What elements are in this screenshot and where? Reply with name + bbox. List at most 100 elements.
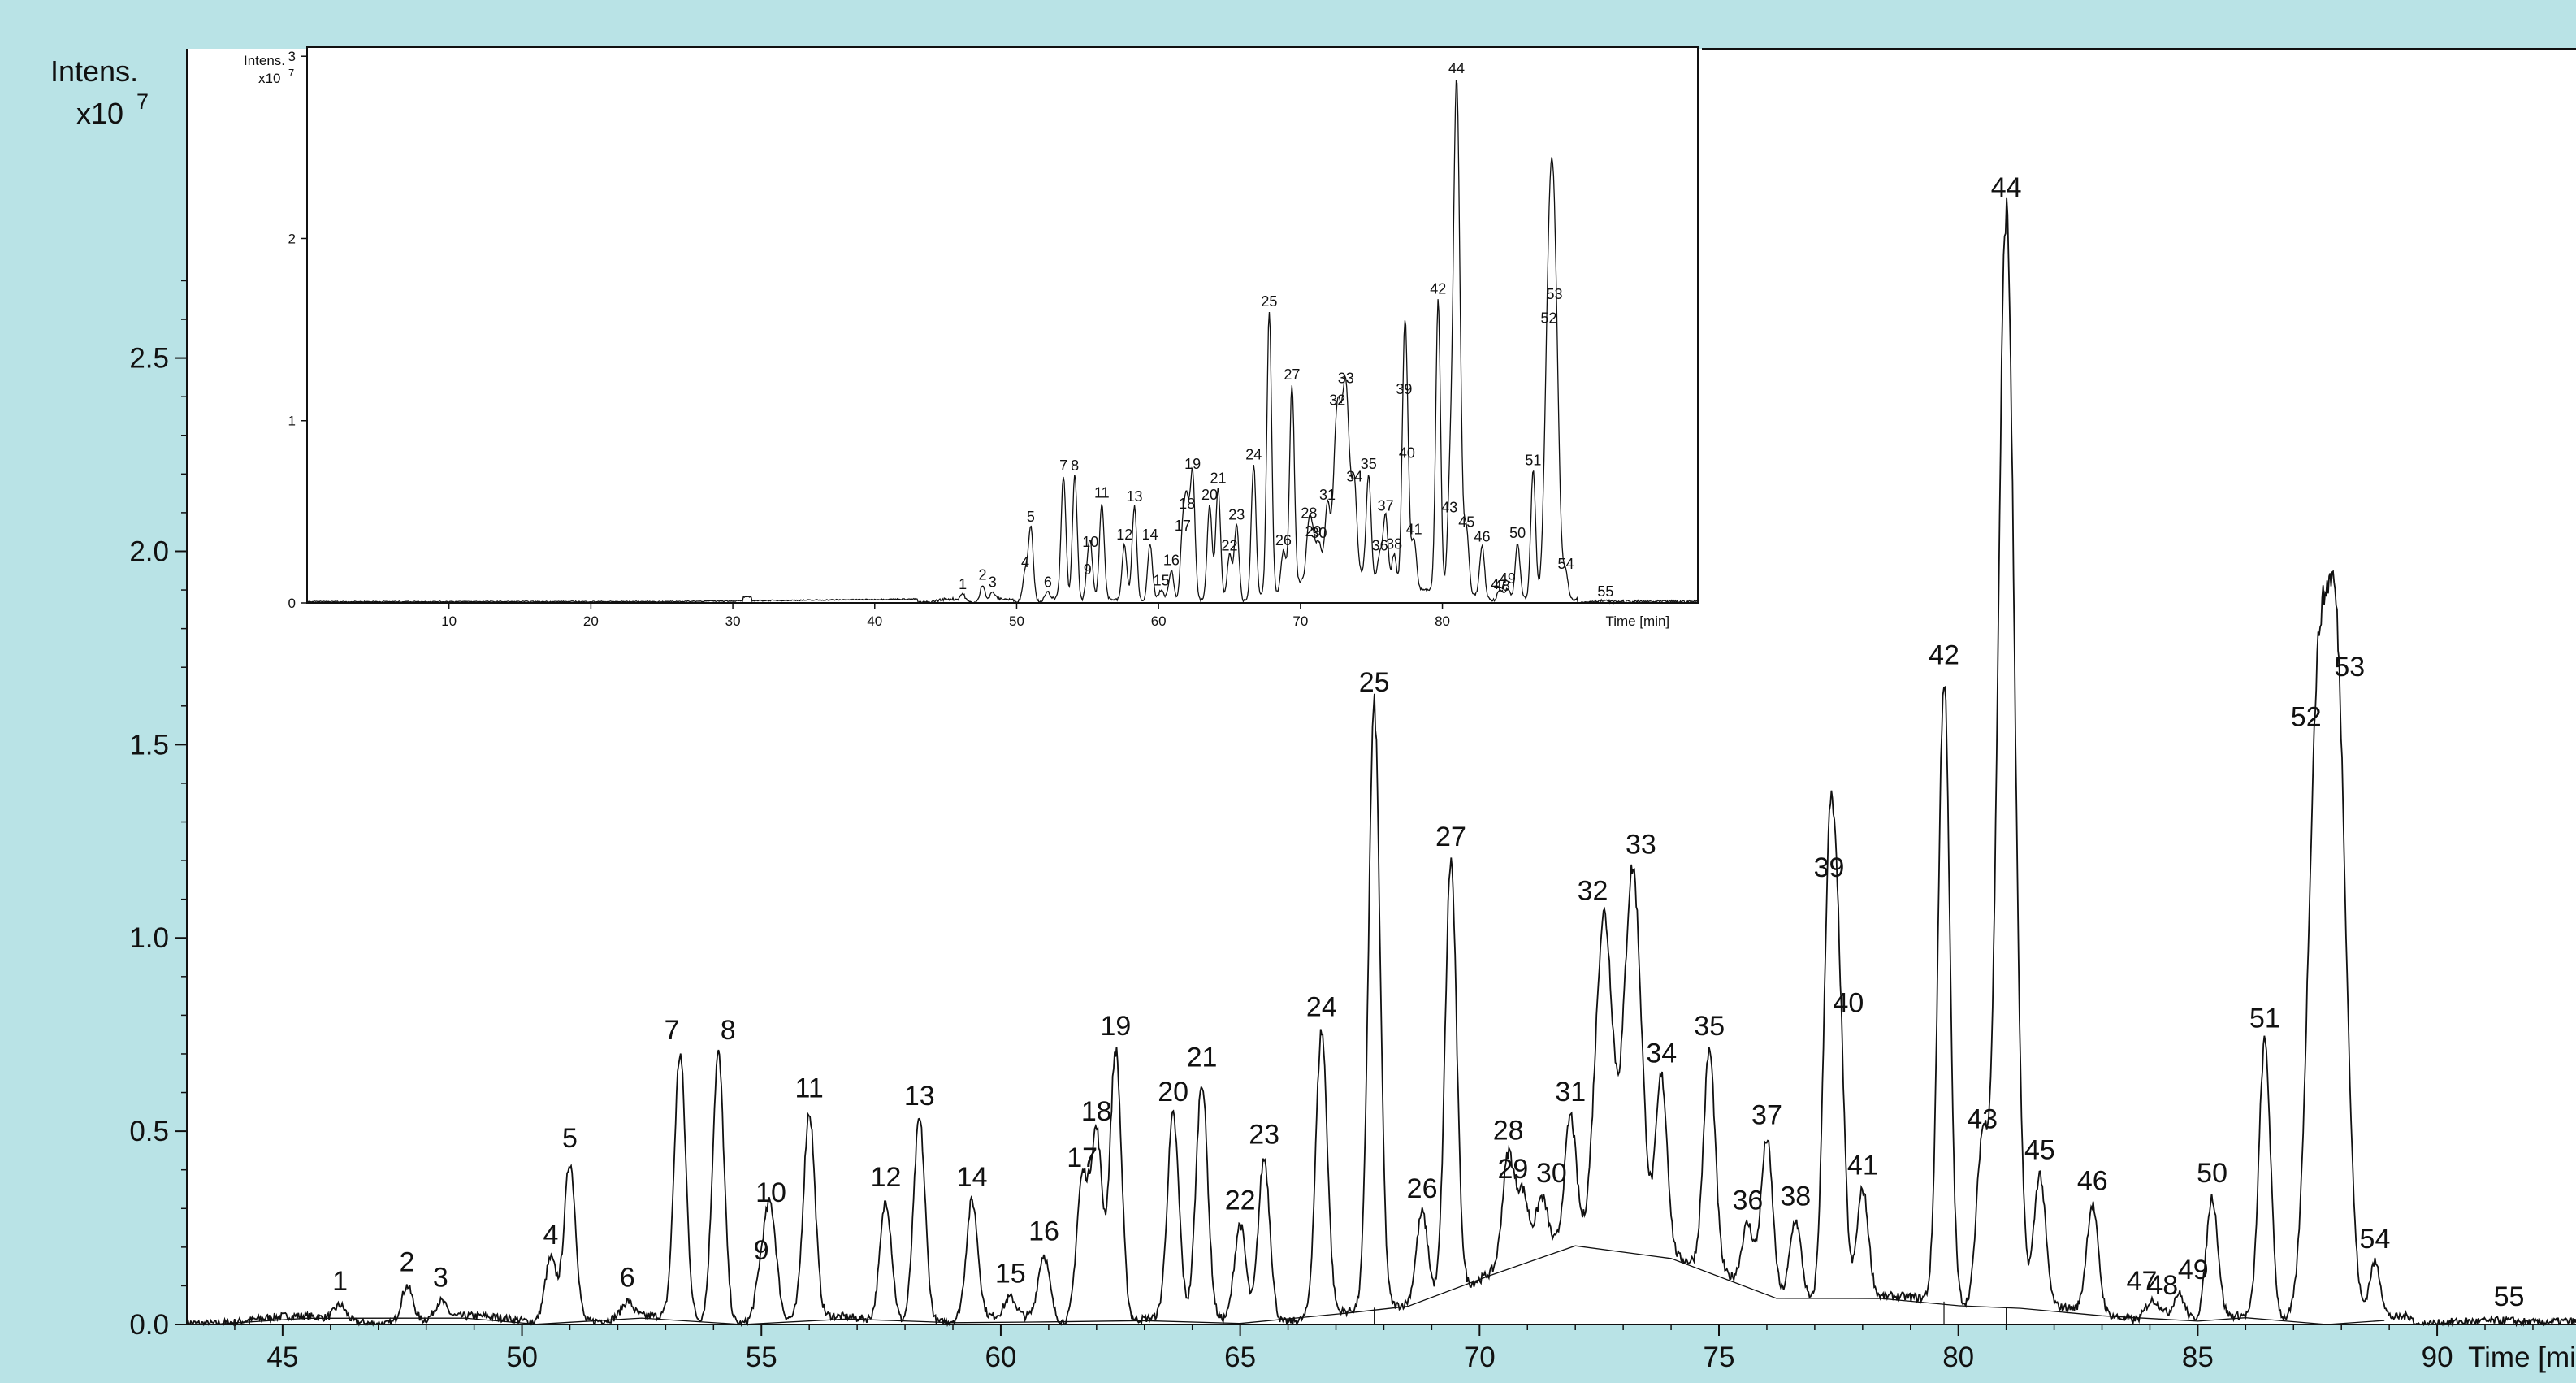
inset-peak-label: 4 [1021,554,1029,570]
peak-label: 38 [1780,1181,1811,1212]
inset-peak-label: 32 [1329,392,1345,408]
inset-peak-label: 6 [1044,574,1052,591]
peak-label: 4 [543,1220,558,1251]
inset-x-tick-label: 80 [1435,613,1450,629]
inset-peak-label: 10 [1082,534,1098,550]
y-tick-label: 1.5 [129,729,169,761]
peak-label: 47 [2127,1266,2158,1297]
inset-x-tick-label: 60 [1151,613,1167,629]
peak-label: 5 [562,1123,578,1154]
x-tick-label: 85 [2182,1342,2214,1373]
peak-label: 21 [1187,1042,1218,1073]
inset-y-tick-label: 2 [288,231,296,246]
peak-label: 12 [871,1162,902,1193]
x-tick-label: 75 [1704,1342,1735,1373]
peak-label: 24 [1306,991,1337,1022]
inset-peak-label: 15 [1154,572,1170,588]
x-tick-label: 45 [266,1342,298,1373]
peak-label: 7 [665,1015,680,1046]
inset-peak-label: 48 [1494,578,1510,594]
peak-label: 11 [795,1073,824,1103]
inset-peak-label: 3 [989,574,997,591]
peak-label: 53 [2334,652,2365,683]
peak-label: 13 [904,1081,935,1112]
inset-peak-label: 19 [1184,456,1201,472]
inset-peak-label: 16 [1163,553,1180,569]
inset-peak-label: 25 [1261,293,1277,310]
peak-label: 46 [2077,1166,2108,1197]
inset-x-axis-title: Time [min] [1605,613,1669,629]
peak-label: 44 [1991,172,2022,203]
inset-peak-label: 22 [1221,538,1237,554]
inset-y-axis-title: Intens. [244,53,285,68]
peak-label: 54 [2360,1224,2391,1255]
y-tick-label: 2.0 [129,535,169,567]
inset-peak-label: 39 [1396,381,1412,397]
peak-label: 8 [721,1015,736,1046]
inset-peak-label: 43 [1441,500,1457,516]
inset-peak-label: 2 [979,567,987,583]
x-tick-label: 70 [1464,1342,1496,1373]
inset-peak-label: 14 [1142,527,1158,543]
inset-peak-label: 50 [1509,525,1526,541]
peak-label: 52 [2291,702,2322,733]
inset-x-tick-label: 20 [583,613,599,629]
y-axis-multiplier: x10 [76,97,123,130]
inset-y-tick-label: 0 [288,596,296,611]
peak-label: 39 [1814,852,1845,883]
peak-label: 33 [1626,830,1656,861]
inset-x-tick-label: 50 [1009,613,1024,629]
peak-label: 10 [755,1177,786,1208]
peak-label: 45 [2024,1134,2055,1165]
inset-peak-label: 30 [1311,525,1327,541]
inset-peak-label: 8 [1071,457,1079,474]
peak-label: 40 [1833,988,1864,1019]
inset-peak-label: 37 [1378,497,1394,514]
y-tick-label: 0.0 [129,1309,169,1341]
peak-label: 23 [1249,1119,1279,1150]
peak-label: 14 [957,1162,988,1193]
peak-label: 28 [1493,1116,1524,1147]
inset-peak-label: 33 [1338,370,1354,386]
inset-peak-label: 49 [1500,570,1516,587]
inset-peak-label: 18 [1179,496,1195,512]
inset-y-tick-label: 3 [288,49,296,64]
peak-label: 41 [1847,1150,1878,1181]
inset-peak-label: 55 [1597,583,1613,600]
peak-label: 1 [332,1266,348,1297]
peak-label: 15 [995,1259,1026,1290]
peak-label: 50 [2197,1158,2227,1189]
peak-label: 17 [1067,1142,1098,1173]
peak-label: 3 [433,1262,448,1293]
peak-label: 6 [620,1262,635,1293]
peak-label: 30 [1536,1158,1567,1189]
peak-label: 18 [1081,1096,1112,1127]
inset-peak-label: 28 [1301,505,1317,521]
y-tick-label: 1.0 [129,922,169,954]
y-axis-exponent: 7 [136,89,149,114]
inset-chromatogram-trace [306,80,1699,605]
inset-peak-label: 45 [1458,514,1474,531]
inset-peak-label: 46 [1474,528,1490,544]
x-axis-title: Time [min] [2468,1342,2576,1373]
integration-baseline [210,1245,2385,1325]
inset-y-tick-label: 1 [288,414,296,429]
x-tick-label: 55 [746,1342,777,1373]
inset-peak-label: 31 [1319,487,1336,503]
inset-x-tick-label: 30 [725,613,741,629]
peak-label: 34 [1646,1038,1677,1069]
inset-peak-label: 20 [1201,487,1218,503]
inset-peak-label: 27 [1284,366,1300,383]
peak-label: 9 [754,1235,769,1266]
x-tick-label: 60 [985,1342,1016,1373]
peak-label: 36 [1732,1185,1763,1216]
inset-peak-label: 24 [1245,447,1262,463]
peak-label: 42 [1929,639,1959,670]
x-tick-label: 65 [1224,1342,1256,1373]
inset-peak-label: 29 [1305,523,1322,540]
inset-peak-label: 36 [1372,538,1388,554]
inset-peak-label: 35 [1361,456,1377,472]
peak-label: 35 [1694,1011,1725,1042]
